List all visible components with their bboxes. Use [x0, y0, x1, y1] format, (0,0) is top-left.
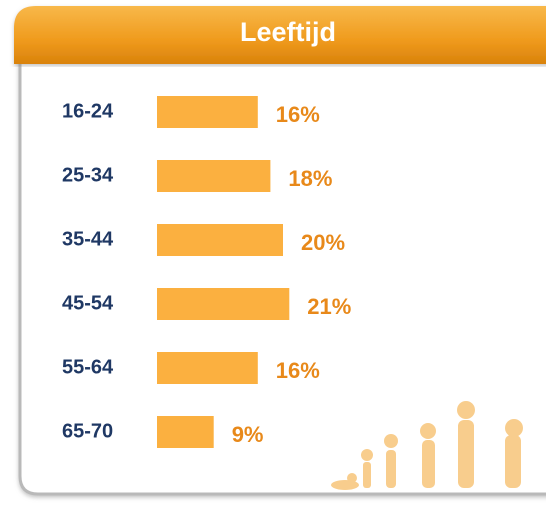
bar — [157, 160, 271, 192]
card-header — [14, 6, 546, 64]
chart-title: Leeftijd — [240, 17, 336, 47]
bar — [157, 352, 258, 384]
value-label: 16% — [276, 358, 320, 383]
category-label: 35-44 — [62, 228, 114, 250]
value-label: 18% — [288, 166, 332, 191]
category-label: 45-54 — [62, 292, 114, 314]
bar — [157, 288, 290, 320]
bar — [157, 96, 258, 128]
category-label: 65-70 — [62, 420, 113, 442]
value-label: 20% — [301, 230, 345, 255]
value-label: 21% — [307, 294, 351, 319]
value-label: 16% — [276, 102, 320, 127]
bar — [157, 416, 214, 448]
category-label: 25-34 — [62, 164, 114, 186]
bar — [157, 224, 283, 256]
card — [18, 38, 546, 496]
category-label: 55-64 — [62, 356, 114, 378]
category-label: 16-24 — [62, 100, 114, 122]
age-figures — [331, 401, 523, 490]
value-label: 9% — [232, 422, 264, 447]
